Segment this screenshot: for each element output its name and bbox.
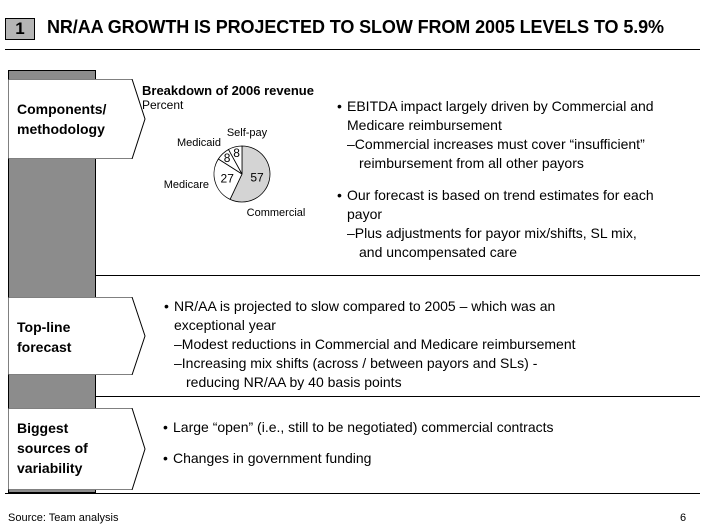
- title-divider: [5, 49, 700, 50]
- topline-sub-2: –Increasing mix shifts (across / between…: [174, 355, 538, 371]
- variability-bullet-2: • Changes in government funding: [163, 450, 372, 466]
- chart-unit: Percent: [142, 98, 184, 112]
- chevron-topline: [8, 297, 146, 375]
- topline-bullet-cont: exceptional year: [174, 317, 276, 333]
- label-topline: Top-line forecast: [17, 319, 72, 355]
- chevron-components: [8, 79, 146, 159]
- topline-bullet: • NR/AA is projected to slow compared to …: [164, 298, 556, 314]
- revenue-pie-chart: 57 27 8 8 Commercial Medicare Medicaid Self-pay: [164, 127, 306, 219]
- topline-sub-2-cont: reducing NR/AA by 40 basis points: [186, 374, 402, 390]
- pie-value-medicare: 27: [221, 171, 235, 185]
- chevron-variability: [8, 408, 146, 490]
- page-number: 6: [680, 512, 687, 524]
- components-sub-1: –Commercial increases must cover “insuff…: [347, 136, 645, 152]
- components-bullet-1-cont: Medicare reimbursement: [347, 117, 502, 133]
- components-sub-1-cont: reimbursement from all other payors: [359, 155, 584, 171]
- topline-sub-1: –Modest reductions in Commercial and Med…: [174, 336, 576, 352]
- label-variability: Biggest sources of variability: [17, 420, 88, 476]
- pie-slice-commercial: [229, 145, 271, 203]
- pie-slice-medicare: [213, 158, 243, 200]
- section-divider-1: [96, 275, 700, 276]
- pie-label-commercial: Commercial: [247, 207, 306, 219]
- section-divider-2: [96, 396, 700, 397]
- pie-slice-self-pay: [227, 145, 243, 175]
- pie-label-self-pay: Self-pay: [227, 127, 268, 139]
- variability-bullet-1: • Large “open” (i.e., still to be negotia…: [163, 419, 554, 435]
- components-bullet-1: • EBITDA impact largely driven by Commerc…: [337, 98, 654, 114]
- footer-divider: [5, 493, 700, 494]
- components-sub-2: –Plus adjustments for payor mix/shifts, …: [347, 225, 637, 241]
- pie-value-medicaid: 8: [224, 151, 231, 165]
- pie-label-medicare: Medicare: [164, 179, 209, 191]
- chart-title: Breakdown of 2006 revenue: [142, 83, 314, 98]
- pie-value-self-pay: 8: [233, 146, 240, 160]
- pie-value-commercial: 57: [250, 170, 264, 184]
- section-number-badge: 1: [5, 18, 35, 40]
- pie-label-medicaid: Medicaid: [177, 137, 221, 149]
- label-components: Components/ methodology: [17, 101, 107, 137]
- components-sub-2-cont: and uncompensated care: [359, 244, 517, 260]
- page-title: NR/AA GROWTH IS PROJECTED TO SLOW FROM 2…: [47, 17, 664, 37]
- source-note: Source: Team analysis: [8, 512, 119, 524]
- components-bullet-2-cont: payor: [347, 206, 383, 222]
- components-bullet-2: • Our forecast is based on trend estimate…: [337, 187, 654, 203]
